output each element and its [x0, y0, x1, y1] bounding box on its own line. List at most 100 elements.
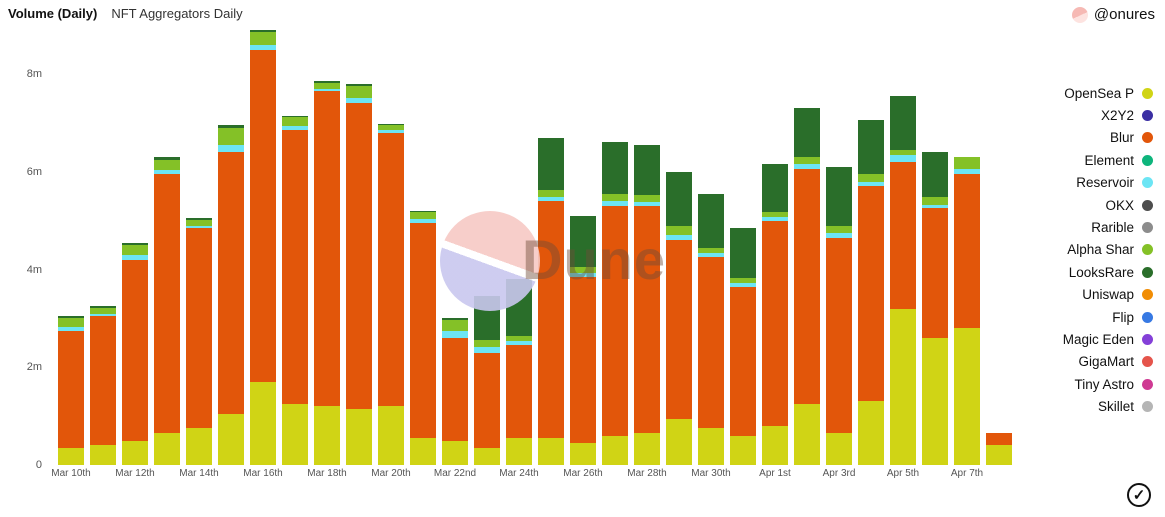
bar-mar-30th[interactable] [695, 30, 727, 465]
bar-segment-reservoir[interactable] [313, 88, 341, 92]
bar-segment-blur[interactable] [473, 352, 501, 448]
bar-segment-alpha-sharks[interactable] [505, 335, 533, 342]
bar-segment-alpha-sharks[interactable] [697, 247, 725, 254]
bar-segment-looksrare[interactable] [569, 215, 597, 268]
bar-segment-opensea-pro[interactable] [345, 408, 373, 465]
bar-segment-reservoir[interactable] [921, 204, 949, 209]
bar-segment-reservoir[interactable] [729, 283, 757, 287]
bar-segment-alpha-sharks[interactable] [633, 194, 661, 203]
bar-mar-24th[interactable] [503, 30, 535, 465]
bar-segment-alpha-sharks[interactable] [409, 211, 437, 220]
bar-segment-alpha-sharks[interactable] [313, 82, 341, 89]
bar-segment-looksrare[interactable] [825, 166, 853, 226]
bar-segment-looksrare[interactable] [377, 124, 405, 126]
bar-segment-opensea-pro[interactable] [409, 438, 437, 465]
bar-segment-blur[interactable] [441, 337, 469, 441]
bar-mar-25th[interactable] [535, 30, 567, 465]
bar-segment-alpha-sharks[interactable] [857, 174, 885, 182]
bar-segment-alpha-sharks[interactable] [121, 245, 149, 255]
bar-segment-opensea-pro[interactable] [217, 413, 245, 465]
bar-segment-opensea-pro[interactable] [889, 308, 917, 465]
bar-segment-alpha-sharks[interactable] [345, 86, 373, 99]
bar-segment-looksrare[interactable] [217, 125, 245, 128]
bar-segment-blur[interactable] [121, 259, 149, 441]
bar-segment-blur[interactable] [697, 257, 725, 429]
bar-segment-opensea-pro[interactable] [857, 401, 885, 465]
bar-segment-looksrare[interactable] [633, 144, 661, 195]
bar-segment-alpha-sharks[interactable] [281, 116, 309, 127]
bar-apr-7th[interactable] [951, 30, 983, 465]
bar-segment-alpha-sharks[interactable] [89, 307, 117, 314]
bar-segment-looksrare[interactable] [697, 193, 725, 248]
bar-segment-opensea-pro[interactable] [697, 428, 725, 465]
bar-segment-reservoir[interactable] [185, 225, 213, 228]
bar-segment-opensea-pro[interactable] [89, 445, 117, 465]
bar-segment-opensea-pro[interactable] [601, 435, 629, 465]
bar-segment-blur[interactable] [537, 201, 565, 439]
bar-segment-looksrare[interactable] [921, 152, 949, 198]
bar-segment-opensea-pro[interactable] [569, 443, 597, 465]
bar-segment-reservoir[interactable] [601, 201, 629, 206]
bar-segment-blur[interactable] [153, 174, 181, 434]
bar-segment-looksrare[interactable] [89, 306, 117, 308]
bar-segment-alpha-sharks[interactable] [761, 212, 789, 218]
bar-segment-reservoir[interactable] [825, 232, 853, 238]
bar-segment-blur[interactable] [633, 205, 661, 434]
bar-mar-31st[interactable] [727, 30, 759, 465]
verified-check-icon[interactable]: ✓ [1127, 483, 1151, 507]
bar-segment-looksrare[interactable] [665, 171, 693, 226]
legend-item-rarible[interactable]: Rarible [1063, 216, 1153, 238]
legend-item-alpha-shar[interactable]: Alpha Shar [1063, 239, 1153, 261]
bar-segment-reservoir[interactable] [633, 202, 661, 206]
bar-segment-looksrare[interactable] [57, 315, 85, 319]
bar-segment-looksrare[interactable] [345, 83, 373, 87]
bar-segment-blur[interactable] [217, 152, 245, 414]
bar-segment-reservoir[interactable] [153, 170, 181, 175]
bar-segment-reservoir[interactable] [89, 313, 117, 316]
bar-segment-looksrare[interactable] [249, 30, 277, 33]
bar-segment-opensea-pro[interactable] [377, 406, 405, 465]
bar-segment-reservoir[interactable] [217, 144, 245, 153]
legend-item-skillet[interactable]: Skillet [1063, 395, 1153, 417]
bar-mar-18th[interactable] [311, 30, 343, 465]
bar-segment-looksrare[interactable] [729, 228, 757, 279]
bar-segment-opensea-pro[interactable] [793, 403, 821, 465]
bar-mar-10th[interactable] [55, 30, 87, 465]
bar-segment-opensea-pro[interactable] [665, 418, 693, 465]
legend-item-okx[interactable]: OKX [1063, 194, 1153, 216]
bar-segment-opensea-pro[interactable] [761, 425, 789, 465]
bar-segment-reservoir[interactable] [57, 327, 85, 331]
bar-mar-16th[interactable] [247, 30, 279, 465]
bar-segment-reservoir[interactable] [537, 197, 565, 202]
bar-segment-opensea-pro[interactable] [473, 447, 501, 465]
legend-item-magic-eden[interactable]: Magic Eden [1063, 328, 1153, 350]
bar-apr-3rd[interactable] [823, 30, 855, 465]
bar-segment-blur[interactable] [57, 330, 85, 448]
bar-segment-opensea-pro[interactable] [281, 403, 309, 465]
bar-segment-looksrare[interactable] [441, 318, 469, 320]
bar-segment-blur[interactable] [729, 286, 757, 436]
bar-mar-20th[interactable] [375, 30, 407, 465]
bar-segment-reservoir[interactable] [377, 130, 405, 133]
bar-apr-1st[interactable] [759, 30, 791, 465]
bar-mar-23rd[interactable] [471, 30, 503, 465]
bar-segment-blur[interactable] [281, 130, 309, 404]
bar-segment-opensea-pro[interactable] [921, 337, 949, 465]
bar-segment-alpha-sharks[interactable] [249, 32, 277, 45]
bar-segment-opensea-pro[interactable] [825, 433, 853, 465]
bar-segment-reservoir[interactable] [345, 98, 373, 104]
bar-segment-alpha-sharks[interactable] [953, 157, 981, 170]
bar-segment-alpha-sharks[interactable] [889, 149, 917, 155]
bar-segment-looksrare[interactable] [153, 157, 181, 160]
bar-mar-28th[interactable] [631, 30, 663, 465]
bar-segment-alpha-sharks[interactable] [153, 159, 181, 171]
bar-segment-reservoir[interactable] [473, 346, 501, 353]
bar-segment-looksrare[interactable] [601, 142, 629, 194]
bar-segment-opensea-pro[interactable] [153, 433, 181, 465]
bar-apr-2nd[interactable] [791, 30, 823, 465]
bar-mar-15th[interactable] [215, 30, 247, 465]
bar-segment-looksrare[interactable] [857, 120, 885, 175]
legend-item-opensea-p[interactable]: OpenSea P [1063, 82, 1153, 104]
bar-segment-reservoir[interactable] [857, 181, 885, 187]
bar-segment-blur[interactable] [889, 161, 917, 309]
